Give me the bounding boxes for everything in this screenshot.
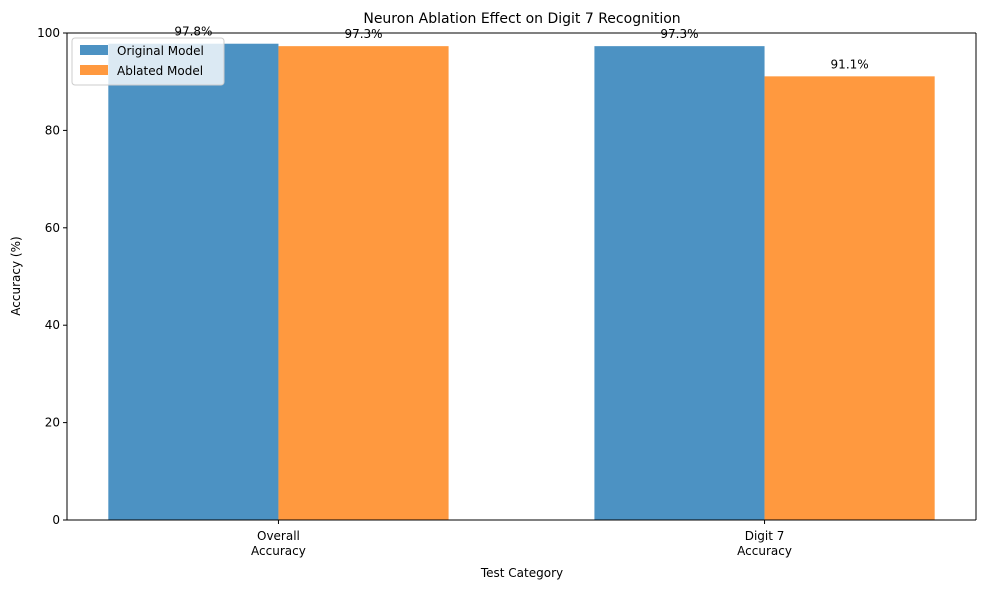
bar-value-label: 97.8% (174, 25, 212, 39)
bar-original-0 (108, 43, 279, 521)
y-tick-label: 20 (45, 416, 60, 430)
x-tick-label-line: Accuracy (251, 544, 306, 558)
x-tick-label: Overall Accuracy (251, 529, 306, 558)
y-tick-label: 60 (45, 221, 60, 235)
bar-original-1 (594, 46, 765, 521)
legend-entry-1: Ablated Model (117, 64, 203, 78)
x-tick-label: Digit 7 Accuracy (737, 529, 792, 558)
y-axis-label: Accuracy (%) (9, 236, 23, 315)
x-tick-label-line: Digit 7 (745, 529, 785, 543)
legend-box (71, 37, 225, 86)
legend-entry-0: Original Model (117, 44, 204, 58)
x-tick-label-line: Accuracy (737, 544, 792, 558)
chart-title: Neuron Ablation Effect on Digit 7 Recogn… (363, 11, 680, 27)
x-tick-label-line: Overall (257, 529, 300, 543)
x-axis-label: Test Category (480, 566, 563, 580)
bar-value-label: 97.3% (344, 27, 382, 41)
y-tick-label: 80 (45, 123, 60, 137)
bar-value-label: 91.1% (831, 57, 869, 71)
legend-swatch-0 (80, 45, 108, 55)
bar-value-label: 97.3% (660, 27, 698, 41)
y-tick-label: 40 (45, 318, 60, 332)
bar-ablated-0 (278, 46, 449, 521)
legend: Original Model Ablated Model (71, 37, 225, 86)
legend-swatch-1 (80, 65, 108, 75)
y-tick-label: 100 (37, 26, 60, 40)
y-tick-label: 0 (52, 513, 60, 527)
bar-ablated-1 (764, 76, 935, 520)
